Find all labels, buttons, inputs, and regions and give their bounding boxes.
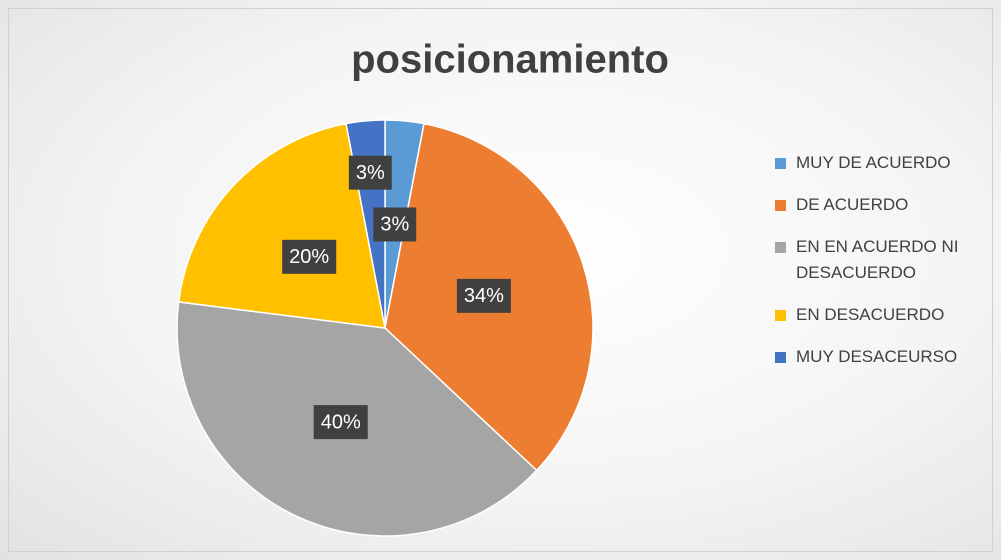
legend-swatch bbox=[775, 310, 786, 321]
data-label: 3% bbox=[348, 155, 392, 190]
data-label-text: 40% bbox=[321, 411, 361, 433]
legend-entry: DE ACUERDO bbox=[775, 192, 990, 218]
data-label: 40% bbox=[313, 405, 368, 440]
legend-swatch bbox=[775, 242, 786, 253]
data-label-box bbox=[282, 239, 337, 274]
data-label-text: 3% bbox=[356, 162, 385, 184]
legend-label: MUY DESACEURSO bbox=[796, 347, 958, 366]
legend-swatch bbox=[775, 352, 786, 363]
legend-label: DE ACUERDO bbox=[796, 195, 909, 214]
data-label: 34% bbox=[456, 278, 511, 313]
data-label-text: 34% bbox=[464, 285, 504, 307]
legend-entry: EN EN ACUERDO NI DESACUERDO bbox=[775, 234, 990, 286]
data-label: 3% bbox=[373, 207, 417, 242]
data-label: 20% bbox=[282, 239, 337, 274]
chart-title: posicionamiento bbox=[351, 38, 669, 82]
legend-swatch bbox=[775, 200, 786, 211]
data-label-text: 3% bbox=[380, 214, 409, 236]
legend-entry: MUY DE ACUERDO bbox=[775, 150, 990, 176]
pie-slice bbox=[177, 122, 386, 329]
data-label-box bbox=[348, 155, 392, 190]
data-label-box bbox=[456, 278, 511, 313]
chart-frame bbox=[8, 8, 993, 552]
legend-entry: MUY DESACEURSO bbox=[775, 344, 990, 370]
legend-label: EN DESACUERDO bbox=[796, 305, 945, 324]
legend-label: MUY DE ACUERDO bbox=[796, 153, 951, 172]
legend-swatch bbox=[775, 158, 786, 169]
legend-entry: EN DESACUERDO bbox=[775, 302, 990, 328]
data-label-text: 20% bbox=[289, 246, 329, 268]
data-label-box bbox=[373, 207, 417, 242]
legend: MUY DE ACUERDO DE ACUERDO EN EN ACUERDO NI… bbox=[775, 150, 990, 386]
data-label-box bbox=[313, 405, 368, 440]
legend-label: EN EN ACUERDO NI DESACUERDO bbox=[796, 237, 959, 282]
